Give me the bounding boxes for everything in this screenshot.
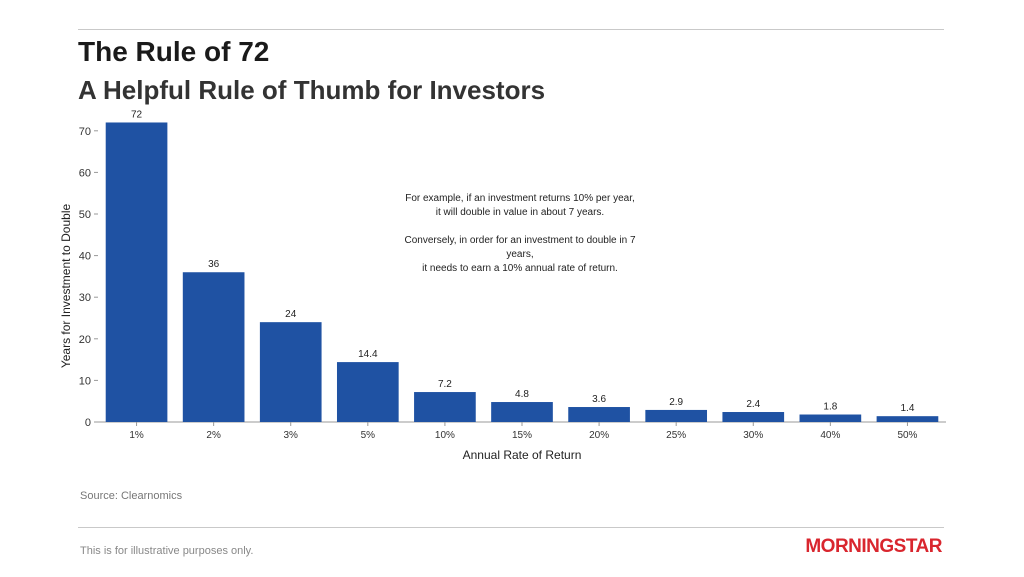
bar-chart: 0 10 20 30 40 50 60 70 72 1% 36 2% 24 3% 14.4 5% 7.2 10% 4… bbox=[59, 109, 946, 462]
data-label: 7.2 bbox=[438, 379, 452, 390]
bar bbox=[182, 272, 245, 422]
data-label: 14.4 bbox=[358, 349, 378, 360]
bottom-divider bbox=[78, 527, 944, 528]
data-label: 24 bbox=[285, 309, 297, 320]
top-divider bbox=[78, 29, 944, 30]
bar bbox=[336, 362, 399, 422]
chart-annotation: For example, if an investment returns 10… bbox=[390, 192, 650, 290]
bar bbox=[722, 412, 785, 422]
x-tick-label: 5% bbox=[361, 430, 376, 441]
page-subtitle: A Helpful Rule of Thumb for Investors bbox=[78, 75, 546, 105]
x-axis-title: Annual Rate of Return bbox=[463, 448, 582, 462]
x-tick-label: 40% bbox=[820, 430, 840, 441]
data-label: 1.8 bbox=[823, 402, 837, 413]
morningstar-logo: MORNINGSTAR bbox=[805, 536, 942, 557]
x-tick-label: 10% bbox=[435, 430, 455, 441]
data-label: 4.8 bbox=[515, 389, 529, 400]
annotation-line-3: Conversely, in order for an investment t… bbox=[404, 235, 636, 260]
x-tick-label: 20% bbox=[589, 430, 609, 441]
bar bbox=[799, 414, 862, 422]
x-tick-label: 50% bbox=[897, 430, 917, 441]
bar bbox=[259, 322, 322, 422]
annotation-line-2: it will double in value in about 7 years… bbox=[435, 207, 605, 218]
bar bbox=[491, 402, 553, 422]
source-note: Source: Clearnomics bbox=[80, 490, 183, 502]
y-tick-label: 0 bbox=[85, 417, 91, 429]
y-tick-label: 70 bbox=[79, 126, 91, 138]
page-title: The Rule of 72 bbox=[78, 36, 270, 67]
x-tick-label: 1% bbox=[129, 430, 144, 441]
data-label: 2.4 bbox=[746, 399, 760, 410]
annotation-line-1: For example, if an investment returns 10… bbox=[405, 193, 635, 204]
y-tick-label: 50 bbox=[79, 209, 91, 221]
data-label: 72 bbox=[131, 109, 143, 120]
bar bbox=[414, 392, 476, 422]
data-label: 3.6 bbox=[592, 394, 606, 405]
y-tick-label: 30 bbox=[79, 292, 91, 304]
x-tick-label: 25% bbox=[666, 430, 686, 441]
x-tick-label: 2% bbox=[206, 430, 221, 441]
y-tick-label: 40 bbox=[79, 251, 91, 263]
y-tick-label: 60 bbox=[79, 167, 91, 179]
data-label: 36 bbox=[208, 259, 220, 270]
x-tick-label: 30% bbox=[743, 430, 763, 441]
bar bbox=[105, 122, 168, 422]
y-axis-title: Years for Investment to Double bbox=[59, 204, 73, 369]
y-tick-label: 10 bbox=[79, 375, 91, 387]
y-tick-label: 20 bbox=[79, 334, 91, 346]
x-tick-label: 3% bbox=[284, 430, 299, 441]
data-label: 1.4 bbox=[901, 403, 915, 414]
bar bbox=[645, 409, 708, 422]
data-label: 2.9 bbox=[669, 397, 683, 408]
annotation-line-4: it needs to earn a 10% annual rate of re… bbox=[422, 263, 618, 274]
bar bbox=[568, 407, 630, 422]
bar bbox=[876, 416, 939, 422]
x-tick-label: 15% bbox=[512, 430, 532, 441]
footnote: This is for illustrative purposes only. bbox=[80, 545, 254, 557]
